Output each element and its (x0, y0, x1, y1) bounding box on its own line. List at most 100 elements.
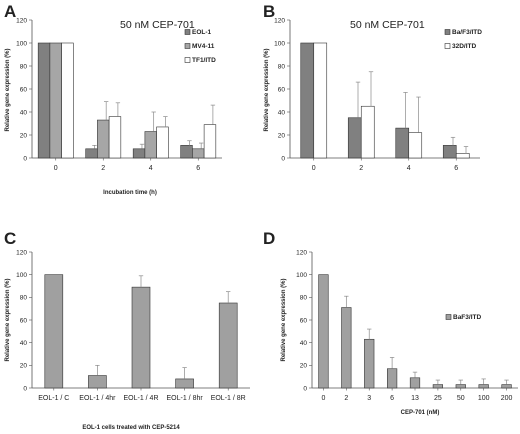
x-tick-label: 0 (312, 165, 316, 172)
bar (360, 105, 375, 159)
x-tick-label: 50 (457, 395, 465, 402)
bar (442, 145, 457, 159)
x-tick-label: 25 (434, 395, 442, 402)
chart-d: 0 20 40 60 80 100 120 0 2 3 6 13 25 50 100 200 CEP-701 (… (281, 249, 518, 416)
y-tick-label: 80 (278, 63, 286, 70)
legend-label: TF1/ITD (192, 57, 216, 64)
y-tick-label: 0 (23, 385, 27, 392)
panel-a-title: 50 nM CEP-701 (120, 19, 195, 31)
x-tick-label: 0 (321, 395, 325, 402)
x-tick-label: EOL-1 / 4R (123, 395, 158, 402)
legend-swatch (184, 43, 191, 49)
x-tick-label: EOL-1 / 4hr (79, 395, 116, 402)
x-tick-label: 13 (411, 395, 419, 402)
legend-label: BaF3/ITD (453, 314, 481, 321)
bar (144, 131, 157, 159)
y-tick-label: 60 (20, 317, 28, 324)
panel-b-title: 50 nM CEP-701 (350, 19, 425, 31)
y-tick-label: 60 (278, 86, 286, 93)
bar (131, 286, 151, 389)
legend-swatch (445, 314, 452, 320)
bar (203, 124, 217, 159)
panel-d: D 0 20 40 60 80 100 120 0 2 3 6 13 25 50 100 200 CEP-701… (263, 229, 518, 416)
y-tick-label: 20 (20, 363, 28, 370)
y-tick-label: 120 (16, 249, 27, 256)
bar (432, 384, 443, 389)
chart-c: 0 20 40 60 80 100 120 EOL-1 / C EOL-1 / 4hr EOL-1… (5, 249, 250, 431)
x-tick-label: EOL-1 / 8R (211, 395, 246, 402)
bar (409, 377, 421, 389)
panel-b-letter: B (263, 2, 275, 21)
bar (347, 117, 362, 159)
bar (455, 153, 470, 159)
legend-swatch (184, 57, 191, 63)
y-tick-label: 120 (16, 17, 27, 24)
bar (387, 368, 398, 389)
bar (501, 384, 512, 389)
bar (88, 375, 107, 389)
x-tick-label: 100 (478, 395, 490, 402)
y-tick-label: 40 (20, 109, 28, 116)
bar (180, 145, 193, 159)
chart-b: 0 20 40 60 80 100 120 0 2 4 6 Relative gene express… (264, 17, 482, 172)
bar (364, 338, 375, 389)
bar (478, 384, 489, 389)
x-axis-label: EOL-1 cells treated with CEP-5214 (82, 425, 180, 431)
x-tick-label: 6 (390, 395, 394, 402)
y-tick-label: 100 (16, 40, 27, 47)
y-tick-label: 60 (300, 317, 308, 324)
y-tick-label: 40 (20, 340, 28, 347)
x-tick-label: 2 (344, 395, 348, 402)
panel-a: A 50 nM CEP-701 0 20 40 60 80 100 120 0 2 4 6 Incub… (4, 2, 222, 196)
y-tick-label: 40 (278, 109, 286, 116)
y-tick-label: 100 (296, 272, 307, 279)
y-tick-label: 60 (20, 86, 28, 93)
y-axis-label: Relative gene expression (%) (5, 278, 11, 361)
panel-c-letter: C (4, 229, 16, 248)
x-tick-label: 6 (196, 165, 200, 172)
legend-swatch (184, 29, 191, 35)
y-tick-label: 100 (16, 272, 27, 279)
bar (192, 148, 205, 159)
bar (85, 148, 98, 159)
y-tick-label: 20 (278, 132, 286, 139)
y-tick-label: 20 (20, 132, 28, 139)
y-tick-label: 0 (303, 385, 307, 392)
x-axis-label: Incubation time (h) (103, 190, 157, 196)
legend-swatch (444, 29, 451, 35)
panel-a-letter: A (4, 2, 16, 21)
bar (313, 42, 328, 159)
bar (395, 127, 410, 159)
bar (44, 274, 64, 389)
legend-label: MV4-11 (192, 43, 215, 50)
x-tick-label: EOL-1 / 8hr (167, 395, 204, 402)
bar (49, 42, 62, 159)
y-axis-label: Relative gene expression (%) (5, 48, 11, 131)
x-axis-label: CEP-701 (nM) (401, 410, 440, 416)
bar (408, 132, 423, 159)
bar (156, 126, 169, 159)
x-tick-label: 4 (149, 165, 153, 172)
y-axis-label: Relative gene expression (%) (281, 278, 287, 361)
panel-b: B 50 nM CEP-701 0 20 40 60 80 100 120 0 2 4 6 Relat… (263, 2, 482, 172)
bar (218, 302, 238, 389)
y-tick-label: 120 (274, 17, 285, 24)
y-axis-label: Relative gene expression (%) (264, 48, 270, 131)
bar (300, 42, 315, 159)
legend-label: EOL-1 (192, 29, 212, 36)
y-tick-label: 0 (281, 155, 285, 162)
legend-label: Ba/F3/ITD (452, 29, 482, 36)
x-tick-label: 200 (501, 395, 513, 402)
y-tick-label: 80 (20, 295, 28, 302)
bar (341, 307, 352, 389)
x-tick-label: 6 (454, 165, 458, 172)
x-tick-label: 3 (367, 395, 371, 402)
bar (175, 378, 194, 389)
bar (318, 274, 329, 389)
y-tick-label: 0 (23, 155, 27, 162)
x-tick-label: 4 (407, 165, 411, 172)
panel-c: C 0 20 40 60 80 100 120 EOL-1 / C EOL-1 / 4hr EOL… (4, 229, 250, 431)
bar (97, 119, 110, 159)
bar (132, 148, 146, 159)
legend-label: 32D/ITD (452, 43, 477, 50)
